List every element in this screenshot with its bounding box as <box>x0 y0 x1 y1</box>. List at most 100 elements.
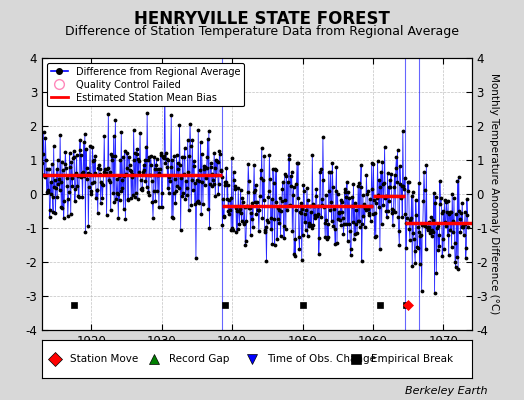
Point <box>271 199 280 205</box>
Point <box>432 194 440 200</box>
Point <box>332 164 341 170</box>
Point <box>136 130 144 136</box>
Point <box>62 175 71 182</box>
Point <box>202 164 211 171</box>
Point <box>237 210 245 216</box>
Point <box>402 245 410 252</box>
Point <box>173 183 181 190</box>
Point <box>254 207 262 214</box>
Point <box>207 164 215 170</box>
Point <box>244 189 252 195</box>
Point <box>274 215 282 222</box>
Point <box>277 208 286 214</box>
Point <box>133 151 141 157</box>
Point <box>202 175 210 181</box>
Point <box>227 227 235 234</box>
Point <box>355 180 364 187</box>
Point <box>114 214 123 221</box>
Point <box>199 200 207 207</box>
Text: Difference of Station Temperature Data from Regional Average: Difference of Station Temperature Data f… <box>65 25 459 38</box>
Point <box>389 222 397 228</box>
Point <box>126 168 135 174</box>
Point <box>279 223 288 229</box>
Point <box>261 229 269 236</box>
Point <box>235 221 244 227</box>
Point <box>433 225 441 231</box>
Point <box>307 209 315 216</box>
Point <box>42 157 50 164</box>
Point <box>209 177 217 184</box>
Point <box>148 198 157 205</box>
Point <box>95 162 103 168</box>
Point <box>216 151 224 157</box>
Point <box>206 181 214 187</box>
Point <box>80 172 89 179</box>
Point <box>241 204 249 210</box>
Point <box>446 227 455 234</box>
Point <box>264 194 272 201</box>
Point <box>171 176 179 182</box>
Point <box>319 134 327 140</box>
Point <box>222 179 230 185</box>
Point <box>366 196 374 202</box>
Point <box>208 182 216 189</box>
Point <box>355 217 363 224</box>
Point <box>92 195 100 201</box>
Point <box>205 128 213 134</box>
Point <box>63 213 72 220</box>
Point <box>313 211 322 218</box>
Point <box>227 155 236 161</box>
Point <box>154 166 162 172</box>
Point <box>447 209 455 215</box>
Point <box>56 132 64 138</box>
Point <box>434 246 442 253</box>
Point <box>159 153 168 160</box>
Point <box>434 232 443 239</box>
Point <box>88 180 96 187</box>
Point <box>241 242 249 248</box>
Point <box>210 181 218 188</box>
Point <box>301 210 310 217</box>
Point <box>43 189 52 195</box>
Point <box>189 187 197 193</box>
Point <box>248 200 257 206</box>
Point <box>336 197 345 204</box>
Point <box>243 203 251 210</box>
Point <box>235 208 243 214</box>
Point <box>286 202 294 208</box>
Point <box>191 180 200 186</box>
Point <box>67 158 75 165</box>
Point <box>100 133 108 139</box>
Point <box>414 180 423 186</box>
Point <box>312 192 320 199</box>
Point <box>439 236 447 242</box>
Point <box>405 226 413 233</box>
Point <box>419 198 428 204</box>
Point <box>57 204 66 210</box>
Point <box>53 194 61 200</box>
Point <box>76 137 84 143</box>
Point <box>247 216 256 222</box>
Point <box>309 200 317 207</box>
Point <box>99 195 107 202</box>
Point <box>280 171 289 177</box>
Point <box>367 160 376 166</box>
Point <box>420 187 429 193</box>
Point <box>145 191 153 198</box>
Point <box>302 206 311 213</box>
Point <box>170 153 178 159</box>
Point <box>177 174 185 181</box>
Point <box>464 224 472 230</box>
Point <box>269 179 278 186</box>
Point <box>210 150 219 156</box>
Point <box>278 186 287 192</box>
Point <box>321 234 330 241</box>
Point <box>372 233 380 239</box>
Point <box>324 169 333 176</box>
Point <box>396 181 405 187</box>
Point <box>245 178 253 184</box>
Point <box>306 203 314 210</box>
Point <box>130 157 138 163</box>
Point <box>191 200 199 207</box>
Point <box>172 188 180 194</box>
